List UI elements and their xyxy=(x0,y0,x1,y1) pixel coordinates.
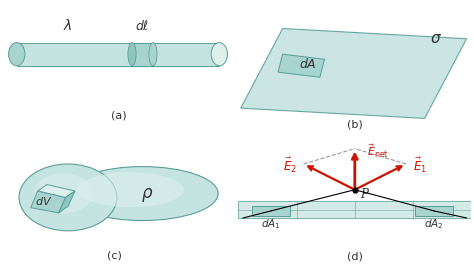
Text: $dA_2$: $dA_2$ xyxy=(424,218,444,231)
Text: (d): (d) xyxy=(347,252,363,261)
Text: (b): (b) xyxy=(347,120,363,130)
Ellipse shape xyxy=(211,43,228,66)
Text: $dA_1$: $dA_1$ xyxy=(261,218,281,231)
Text: $dV$: $dV$ xyxy=(35,195,52,207)
Text: $\rho$: $\rho$ xyxy=(141,186,153,204)
Ellipse shape xyxy=(78,172,184,207)
Polygon shape xyxy=(59,191,75,213)
Text: $\vec{E}_2$: $\vec{E}_2$ xyxy=(283,156,297,175)
Text: $\vec{E}_1$: $\vec{E}_1$ xyxy=(413,156,427,175)
Polygon shape xyxy=(38,184,75,197)
Ellipse shape xyxy=(34,174,92,214)
Ellipse shape xyxy=(149,43,157,66)
Text: (a): (a) xyxy=(111,111,127,121)
Ellipse shape xyxy=(19,164,117,231)
Text: $\sigma$: $\sigma$ xyxy=(430,32,442,46)
Text: (c): (c) xyxy=(107,250,122,260)
Text: $\lambda$: $\lambda$ xyxy=(63,18,73,33)
Text: $\vec{E}_{\mathrm{net}}$: $\vec{E}_{\mathrm{net}}$ xyxy=(367,142,389,160)
Polygon shape xyxy=(17,43,219,66)
Text: P: P xyxy=(360,188,368,201)
Ellipse shape xyxy=(67,167,218,221)
Ellipse shape xyxy=(9,43,25,66)
Polygon shape xyxy=(415,206,453,216)
Polygon shape xyxy=(252,206,290,216)
Polygon shape xyxy=(31,191,65,213)
Text: $dA$: $dA$ xyxy=(300,57,317,72)
Ellipse shape xyxy=(128,43,136,66)
Polygon shape xyxy=(132,43,153,66)
Polygon shape xyxy=(241,29,466,118)
Text: $d\ell$: $d\ell$ xyxy=(135,19,150,33)
Polygon shape xyxy=(278,54,325,77)
Polygon shape xyxy=(238,201,471,218)
